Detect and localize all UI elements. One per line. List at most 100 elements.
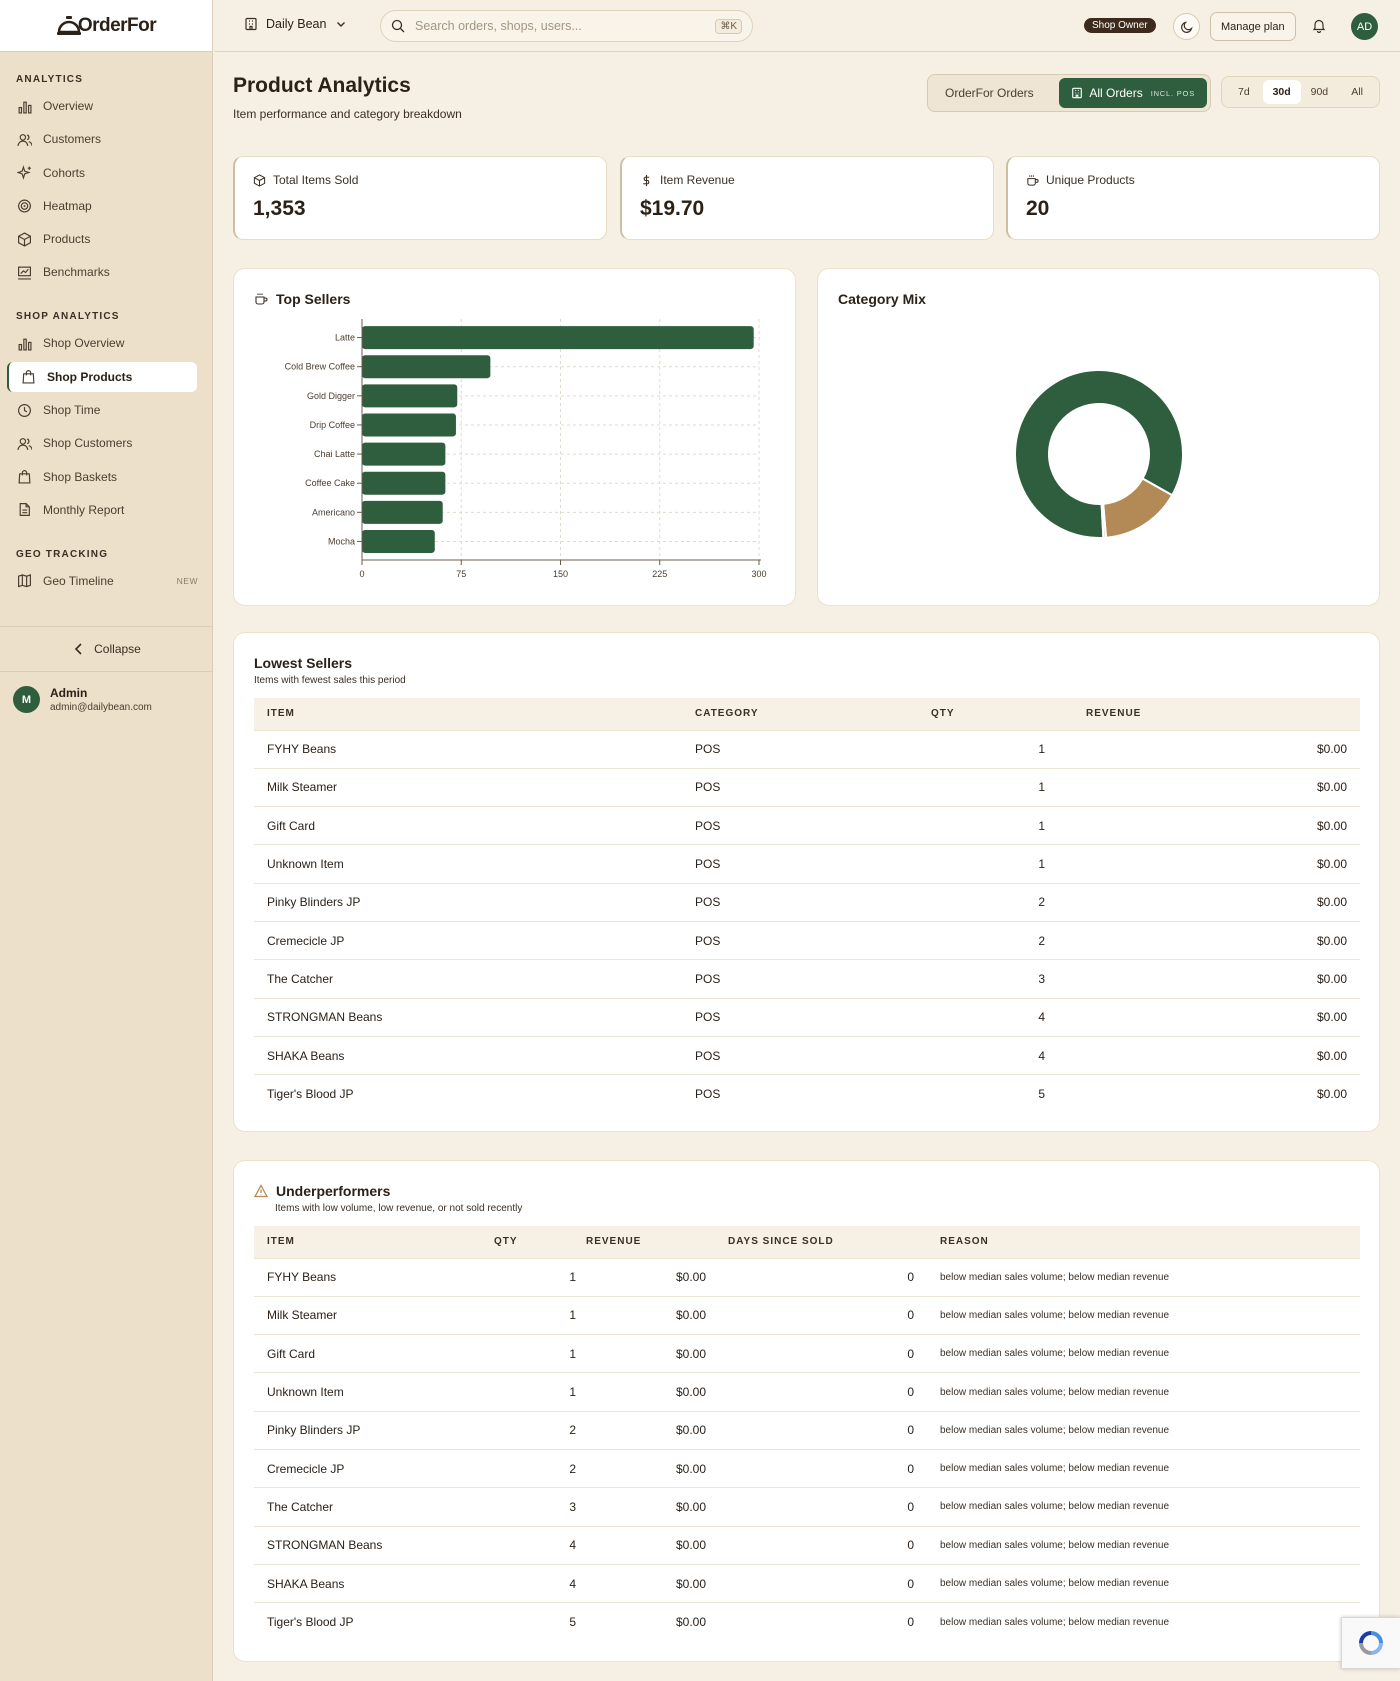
range-90d[interactable]: 90d — [1310, 86, 1329, 98]
cell-category: POS — [695, 959, 931, 999]
account-avatar[interactable]: AD — [1351, 13, 1378, 40]
underperformers-subtitle: Items with low volume, low revenue, or n… — [275, 1203, 523, 1214]
cell-revenue: $0.00 — [1086, 767, 1360, 807]
sidebar-item-geo-timeline[interactable]: Geo Timeline NEW — [0, 566, 212, 596]
column-header-item[interactable]: Item — [267, 708, 295, 720]
underperformers-card: Underperformers Items with low volume, l… — [233, 1160, 1380, 1662]
cell-qty: 1 — [494, 1372, 576, 1412]
cell-reason: below median sales volume; below median … — [914, 1410, 1360, 1450]
sidebar-item-shop-products[interactable]: Shop Products — [7, 361, 197, 392]
table-row[interactable]: Milk Steamer POS 1 $0.00 — [254, 767, 1360, 807]
column-header-qty[interactable]: Qty — [494, 1236, 518, 1248]
user-email: admin@dailybean.com — [50, 702, 152, 713]
cell-item: Unknown Item — [254, 844, 695, 884]
sidebar-section-label: Geo Tracking — [16, 548, 109, 560]
sidebar-item-shop-overview[interactable]: Shop Overview — [0, 328, 212, 358]
cell-reason: below median sales volume; below median … — [914, 1334, 1360, 1373]
shop-switcher[interactable]: Daily Bean — [244, 17, 355, 31]
sidebar-item-products[interactable]: Products — [0, 224, 212, 254]
table-row[interactable]: SHAKA Beans 4 $0.00 0 below median sales vol… — [254, 1563, 1360, 1603]
table-row[interactable]: The Catcher 3 $0.00 0 below median sales vol… — [254, 1487, 1360, 1527]
cell-qty: 2 — [494, 1410, 576, 1450]
sidebar-section-label: Analytics — [16, 74, 84, 85]
table-row[interactable]: Milk Steamer 1 $0.00 0 below median sales vo… — [254, 1295, 1360, 1335]
kpi-unique-products: Unique Products 20 — [1006, 156, 1380, 240]
column-header-category[interactable]: Category — [695, 708, 759, 720]
sidebar-item-label: Monthly Report — [43, 502, 125, 517]
table-row[interactable]: FYHY Beans POS 1 $0.00 — [254, 729, 1360, 769]
sidebar-item-monthly-report[interactable]: Monthly Report — [0, 495, 212, 525]
collapse-button[interactable]: Collapse — [0, 626, 213, 672]
column-header-days-since-sold[interactable]: Days Since Sold — [728, 1236, 834, 1248]
table-row[interactable]: FYHY Beans 1 $0.00 0 below median sales volu… — [254, 1257, 1360, 1297]
cell-days-since-sold: 0 — [706, 1372, 914, 1412]
recaptcha-badge[interactable] — [1341, 1617, 1400, 1669]
column-header-revenue[interactable]: Revenue — [1086, 708, 1142, 720]
sidebar-item-heatmap[interactable]: Heatmap — [0, 191, 212, 221]
sidebar-nav: Analytics Overview Customers Cohorts Heatmap… — [0, 52, 212, 596]
cell-days-since-sold: 0 — [706, 1334, 914, 1373]
range-30d[interactable]: 30d — [1262, 80, 1301, 104]
table-row[interactable]: Gift Card 1 $0.00 0 below median sales volum… — [254, 1334, 1360, 1373]
source-orderfor-orders[interactable]: OrderFor Orders — [945, 86, 1034, 100]
cell-revenue: $0.00 — [576, 1602, 706, 1641]
y-tick-label: Drip Coffee — [310, 420, 355, 430]
cell-qty: 1 — [494, 1295, 576, 1335]
table-row[interactable]: STRONGMAN Beans 4 $0.00 0 below median sales… — [254, 1525, 1360, 1565]
sidebar-item-shop-baskets[interactable]: Shop Baskets — [0, 462, 212, 492]
sidebar-item-customers[interactable]: Customers — [0, 124, 212, 154]
shopping-bag-icon — [22, 370, 35, 384]
x-tick-label: 0 — [359, 569, 364, 579]
sidebar-item-shop-customers[interactable]: Shop Customers — [0, 428, 212, 458]
range-all[interactable]: All — [1351, 86, 1363, 98]
search-bar[interactable]: Search orders, shops, users... ⌘K — [380, 10, 753, 42]
range-7d[interactable]: 7d — [1238, 86, 1250, 98]
cell-revenue: $0.00 — [576, 1487, 706, 1527]
lowest-sellers-subtitle: Items with fewest sales this period — [254, 675, 406, 686]
pie-slice[interactable] — [1100, 502, 1108, 539]
table-row[interactable]: Pinky Blinders JP 2 $0.00 0 below median sal… — [254, 1410, 1360, 1450]
y-tick-label: Gold Digger — [307, 391, 355, 401]
source-all-orders[interactable]: All Orders INCL. POS — [1059, 78, 1207, 108]
x-tick-label: 75 — [456, 569, 466, 579]
source-all-orders-label: All Orders — [1089, 86, 1143, 100]
coffee-cup-icon — [255, 293, 268, 305]
cell-qty: 2 — [931, 882, 1086, 922]
column-header-reason[interactable]: Reason — [940, 1236, 989, 1248]
table-row[interactable]: The Catcher POS 3 $0.00 — [254, 959, 1360, 999]
cell-category: POS — [695, 1074, 931, 1113]
table-row[interactable]: Unknown Item 1 $0.00 0 below median sales vo… — [254, 1372, 1360, 1412]
sidebar-item-overview[interactable]: Overview — [0, 91, 212, 121]
cell-category: POS — [695, 806, 931, 845]
theme-toggle-button[interactable] — [1173, 13, 1200, 40]
cell-reason: below median sales volume; below median … — [914, 1487, 1360, 1527]
table-row[interactable]: Gift Card POS 1 $0.00 — [254, 806, 1360, 845]
sidebar-item-benchmarks[interactable]: Benchmarks — [0, 257, 212, 287]
column-header-qty[interactable]: Qty — [931, 708, 955, 720]
notifications-button[interactable] — [1312, 18, 1326, 38]
table-row[interactable]: Unknown Item POS 1 $0.00 — [254, 844, 1360, 884]
kpi-value: 20 — [1026, 197, 1050, 220]
sidebar-item-cohorts[interactable]: Cohorts — [0, 158, 212, 188]
logo-text: OrderFor — [77, 14, 157, 36]
user-profile[interactable]: M Admin admin@dailybean.com — [13, 686, 152, 713]
column-header-item[interactable]: Item — [267, 1236, 295, 1248]
cell-category: POS — [695, 997, 931, 1037]
pie-slice[interactable] — [1014, 369, 1184, 539]
sidebar-item-shop-time[interactable]: Shop Time — [0, 395, 212, 425]
table-row[interactable]: Cremecicle JP POS 2 $0.00 — [254, 920, 1360, 960]
table-row[interactable]: Cremecicle JP 2 $0.00 0 below median sales v… — [254, 1448, 1360, 1488]
kpi-value: $19.70 — [640, 197, 705, 220]
table-row[interactable]: SHAKA Beans POS 4 $0.00 — [254, 1035, 1360, 1075]
column-header-revenue[interactable]: Revenue — [586, 1236, 642, 1248]
logo[interactable]: OrderFor — [0, 0, 212, 52]
cell-qty: 4 — [931, 997, 1086, 1037]
topbar: Daily Bean Search orders, shops, users..… — [214, 0, 1400, 52]
table-row[interactable]: Pinky Blinders JP POS 2 $0.00 — [254, 882, 1360, 922]
bar — [362, 384, 458, 408]
table-row[interactable]: Tiger's Blood JP 5 $0.00 0 below median sale… — [254, 1602, 1360, 1641]
manage-plan-button[interactable]: Manage plan — [1210, 12, 1296, 41]
table-row[interactable]: Tiger's Blood JP POS 5 $0.00 — [254, 1074, 1360, 1113]
table-row[interactable]: STRONGMAN Beans POS 4 $0.00 — [254, 997, 1360, 1037]
cell-revenue: $0.00 — [576, 1257, 706, 1297]
